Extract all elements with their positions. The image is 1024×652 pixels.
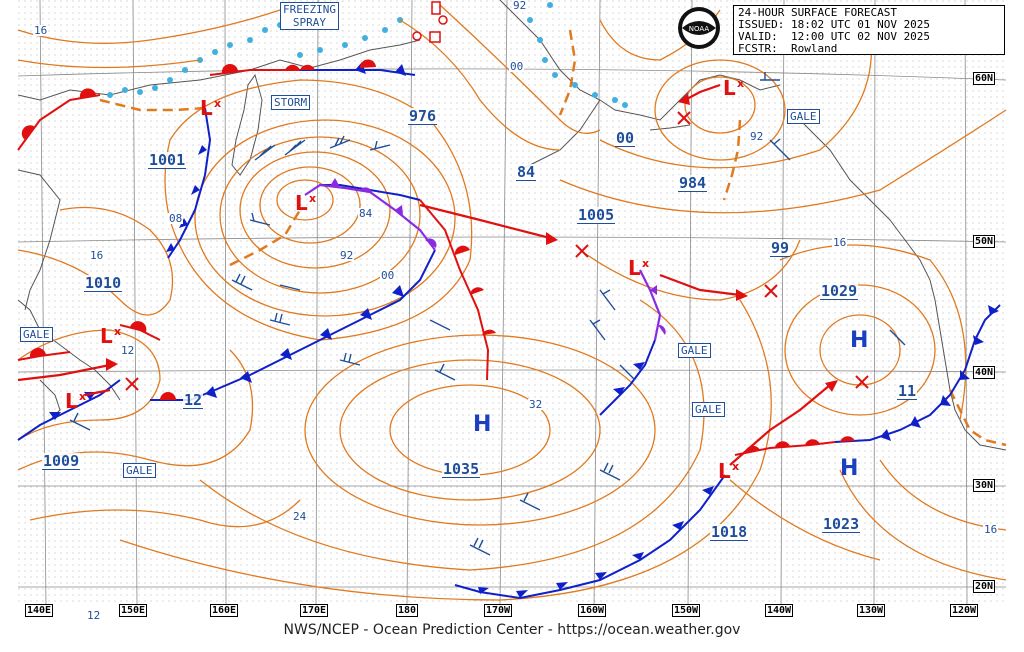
- isobar-label: 12: [120, 344, 136, 357]
- isobar-label: 16: [33, 24, 49, 37]
- pressure-1005: 1005: [577, 206, 616, 224]
- latitude-label: 30N: [973, 479, 996, 492]
- svg-text:x: x: [642, 257, 649, 270]
- svg-text:L: L: [65, 389, 78, 413]
- isobar-label: 24: [292, 510, 308, 523]
- valid-time: VALID: 12:00 UTC 02 NOV 2025: [738, 30, 931, 43]
- forecast-header: 24-HOUR SURFACE FORECAST ISSUED: 18:02 U…: [733, 5, 1005, 55]
- latitude-label: 60N: [973, 72, 996, 85]
- isobar-label: 00: [380, 269, 396, 282]
- svg-text:L: L: [723, 76, 736, 100]
- high-center-southeast: H: [840, 456, 859, 481]
- pressure-1023: 1023: [822, 515, 861, 533]
- longitude-label: 130W: [857, 604, 886, 617]
- forecaster: FCSTR: Rowland: [738, 42, 838, 55]
- troughs: [99, 29, 1007, 447]
- pressure-1010: 1010: [84, 274, 123, 292]
- svg-text:x: x: [732, 460, 739, 473]
- pressure-1035: 1035: [442, 460, 481, 478]
- pressure-1009: 1009: [42, 452, 81, 470]
- longitude-label: 160E: [210, 604, 239, 617]
- longitude-label: 150E: [119, 604, 148, 617]
- gale-label-southwest: GALE: [123, 463, 156, 478]
- pressure-12: 12: [183, 391, 204, 409]
- pressure-976: 976: [408, 107, 438, 125]
- map-background: [18, 0, 1006, 606]
- svg-text:L: L: [718, 459, 731, 483]
- sea-ice-edge: [107, 2, 628, 108]
- longitude-label: 180: [396, 604, 419, 617]
- pressure-00: 00: [615, 129, 636, 147]
- forecast-positions: [125, 111, 869, 391]
- pressure-84: 84: [516, 163, 537, 181]
- warm-front-pips: [21, 59, 855, 453]
- latitude-label: 50N: [973, 235, 996, 248]
- isobar-label: 08: [168, 212, 184, 225]
- gale-label-alaska: GALE: [787, 109, 820, 124]
- longitude-label: 140E: [25, 604, 54, 617]
- issued-time: ISSUED: 18:02 UTC 01 NOV 2025: [738, 18, 931, 31]
- freezing-spray-label: FREEZING SPRAY: [280, 2, 339, 30]
- svg-text:L: L: [100, 324, 113, 348]
- svg-text:x: x: [79, 390, 86, 403]
- high-center-east: H: [850, 328, 869, 353]
- svg-text:L: L: [295, 191, 308, 215]
- isobars: [17, 4, 1007, 601]
- high-center-central: H: [473, 412, 492, 437]
- svg-text:x: x: [309, 192, 316, 205]
- vessel-icing-symbols: [412, 1, 448, 43]
- svg-text:x: x: [214, 97, 221, 110]
- pressure-99: 99: [770, 239, 791, 257]
- noaa-logo-text: NOAA: [689, 25, 710, 33]
- pressure-1018: 1018: [710, 523, 749, 541]
- gale-label-west: GALE: [20, 327, 53, 342]
- cold-front-pips: [49, 62, 999, 598]
- longitude-label: 160W: [578, 604, 607, 617]
- svg-text:L: L: [200, 96, 213, 120]
- longitude-label: 140W: [765, 604, 794, 617]
- isobar-label: 92: [339, 249, 355, 262]
- latitude-label: 20N: [973, 580, 996, 593]
- isobar-label: 16: [983, 523, 999, 536]
- forecast-title: 24-HOUR SURFACE FORECAST: [738, 6, 897, 19]
- isobar-label: 84: [358, 207, 374, 220]
- occluded-front-pips: [330, 178, 666, 335]
- gale-label-east: GALE: [692, 402, 725, 417]
- isobar-label: 92: [512, 0, 528, 12]
- pressure-1029: 1029: [820, 282, 859, 300]
- occluded-fronts: [304, 183, 662, 341]
- pressure-984: 984: [678, 174, 708, 192]
- footer-credit: NWS/NCEP - Ocean Prediction Center - htt…: [283, 622, 741, 638]
- gale-label-central: GALE: [678, 343, 711, 358]
- pressure-11: 11: [897, 382, 918, 400]
- svg-text:L: L: [628, 256, 641, 280]
- arrow-heads: [106, 93, 838, 392]
- isobar-label: 92: [749, 130, 765, 143]
- storm-label: STORM: [271, 95, 311, 110]
- isobar-label: 16: [832, 236, 848, 249]
- isobar-label: 00: [509, 60, 525, 73]
- longitude-label: 170E: [300, 604, 329, 617]
- latitude-label: 40N: [973, 366, 996, 379]
- isobar-label: 12: [86, 609, 102, 622]
- pressure-1001: 1001: [148, 151, 187, 169]
- storm-track-arrows: [17, 83, 831, 466]
- svg-text:x: x: [114, 325, 121, 338]
- longitude-label: 120W: [950, 604, 979, 617]
- isobar-label: 32: [528, 398, 544, 411]
- isobar-label: 16: [89, 249, 105, 262]
- noaa-logo-icon: NOAA: [678, 7, 720, 49]
- wind-barbs: [69, 72, 906, 556]
- longitude-label: 150W: [672, 604, 701, 617]
- svg-text:x: x: [737, 77, 744, 90]
- longitude-label: 170W: [484, 604, 513, 617]
